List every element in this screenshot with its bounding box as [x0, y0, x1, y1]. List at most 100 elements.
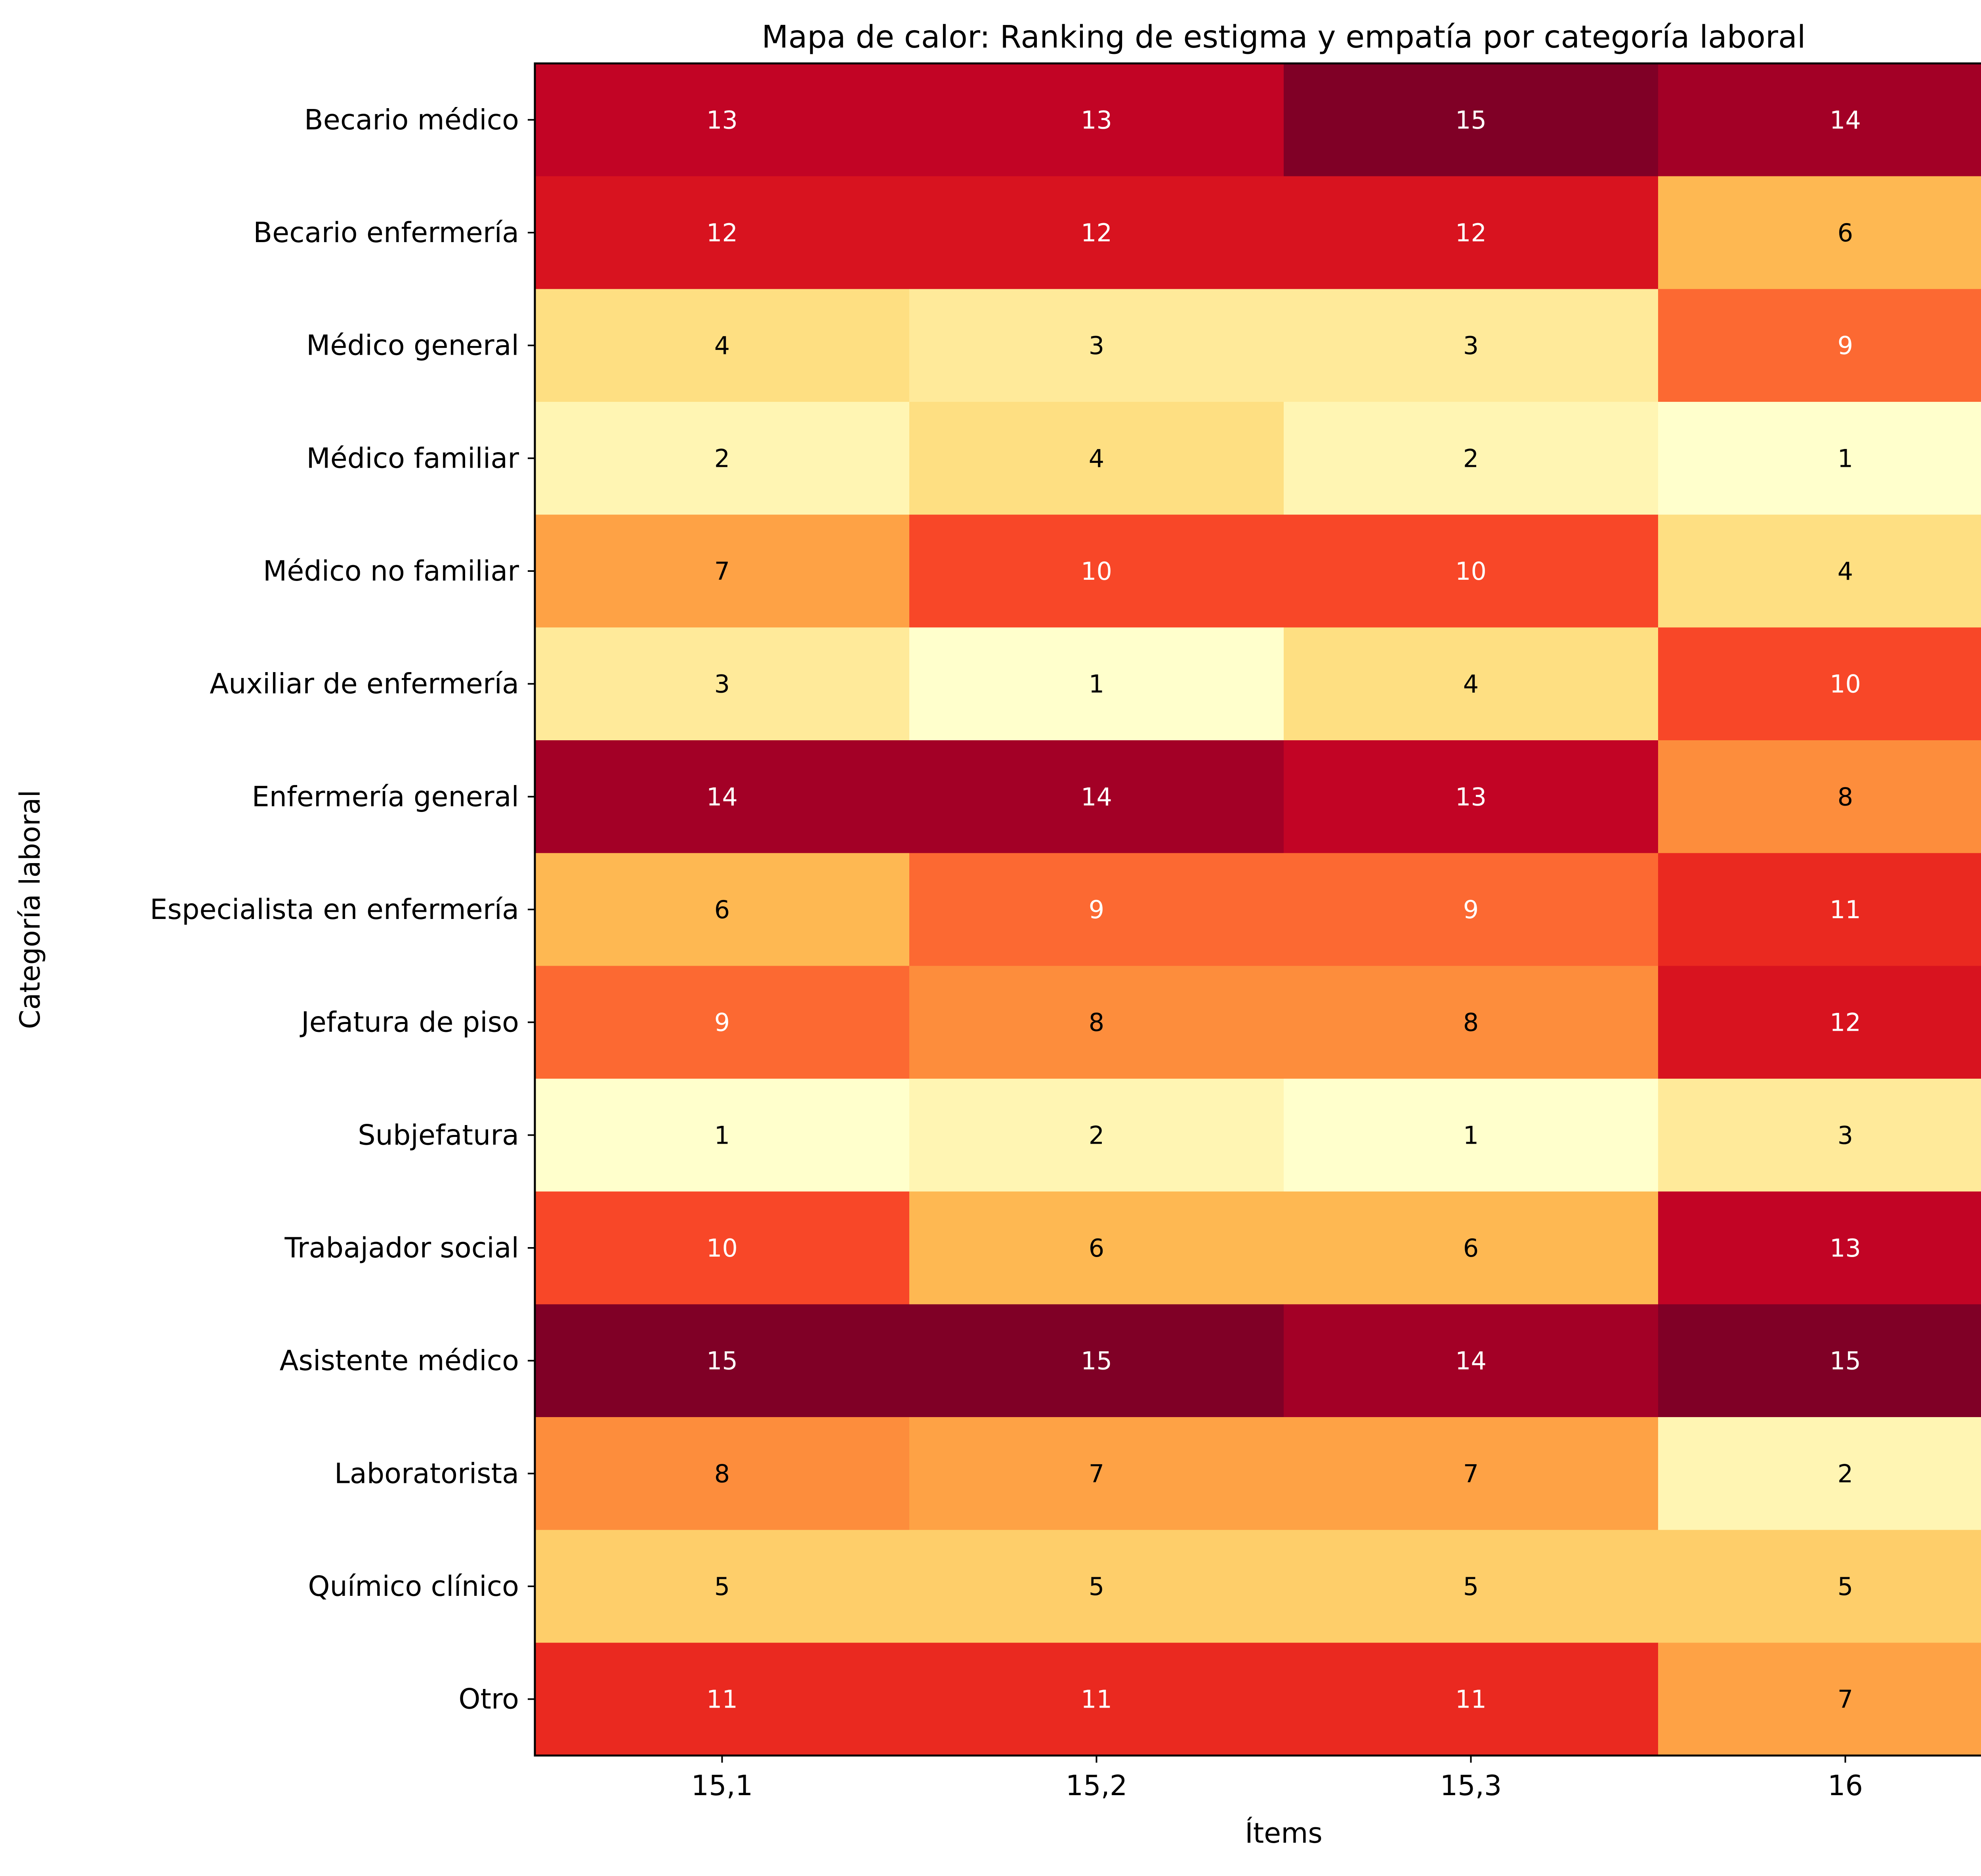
cell-value-label: 7: [714, 557, 730, 586]
heatmap-cell: [909, 1417, 1284, 1530]
cell-value-label: 15: [706, 1347, 738, 1375]
heatmap-cell: [909, 402, 1284, 515]
heatmap-cell: [1658, 63, 1981, 177]
cell-value-label: 8: [1463, 1008, 1479, 1037]
cell-value-label: 11: [1830, 895, 1861, 924]
y-tick-label: Asistente médico: [280, 1345, 519, 1377]
cell-value-label: 14: [1081, 782, 1112, 811]
heatmap-cell: [535, 1530, 910, 1643]
cell-value-label: 15: [1081, 1347, 1112, 1375]
cell-value-label: 11: [1455, 1685, 1487, 1714]
heatmap-cell: [909, 966, 1284, 1079]
heatmap-cell: [535, 627, 910, 741]
cell-value-label: 9: [1463, 895, 1479, 924]
cell-value-label: 5: [1838, 1572, 1853, 1601]
cell-value-label: 15: [1455, 105, 1487, 134]
heatmap-cell: [1284, 966, 1658, 1079]
y-tick-label: Becario enfermería: [253, 216, 519, 249]
cell-value-label: 11: [1081, 1685, 1112, 1714]
y-axis-ticks: Becario médico Becario enfermería Médico g…: [150, 103, 535, 1716]
cell-value-label: 14: [1830, 105, 1861, 134]
heatmap-cell: [535, 1304, 910, 1418]
cell-value-label: 10: [1455, 557, 1487, 586]
y-tick-label: Laboratorista: [334, 1457, 519, 1490]
heatmap-cell: [1658, 1304, 1981, 1418]
cell-value-label: 5: [1463, 1572, 1479, 1601]
cell-value-label: 7: [1838, 1685, 1853, 1714]
heatmap-cell: [1284, 289, 1658, 402]
cell-value-label: 13: [1830, 1234, 1861, 1263]
heatmap-cell: [1284, 1079, 1658, 1192]
heatmap-cell: [535, 966, 910, 1079]
cell-value-label: 10: [1081, 557, 1112, 586]
cell-value-label: 11: [706, 1685, 738, 1714]
y-tick-label: Enfermería general: [252, 780, 519, 813]
heatmap-cell: [909, 740, 1284, 854]
y-tick-label: Médico general: [306, 329, 519, 362]
cell-value-label: 7: [1463, 1459, 1479, 1488]
cell-value-label: 12: [1081, 218, 1112, 247]
cell-value-label: 10: [1830, 670, 1861, 699]
cell-value-label: 13: [1081, 105, 1112, 134]
cell-value-label: 10: [706, 1234, 738, 1263]
cell-value-label: 2: [714, 444, 730, 473]
heatmap-cell: [535, 740, 910, 854]
heatmap-cell: [1658, 176, 1981, 289]
cell-value-label: 8: [714, 1459, 730, 1488]
cell-value-label: 3: [1463, 331, 1479, 360]
x-tick-label: 15,2: [1066, 1769, 1128, 1802]
y-tick-label: Subjefatura: [358, 1119, 519, 1151]
x-tick-label: 15,3: [1440, 1769, 1502, 1802]
cell-value-label: 14: [706, 782, 738, 811]
heatmap-cell: [1658, 289, 1981, 402]
heatmap-cell: [909, 853, 1284, 966]
x-axis-label: Ítems: [1245, 1817, 1323, 1849]
heatmap-cells: [535, 63, 1981, 1756]
cell-value-label: 4: [714, 331, 730, 360]
heatmap-cell: [535, 1643, 910, 1756]
cell-value-label: 9: [714, 1008, 730, 1037]
y-tick-label: Químico clínico: [308, 1570, 519, 1603]
cell-value-label: 2: [1463, 444, 1479, 473]
cell-value-label: 6: [714, 895, 730, 924]
cell-value-label: 9: [1838, 331, 1853, 360]
cell-value-label: 1: [1089, 670, 1104, 699]
x-tick-label: 16: [1828, 1769, 1863, 1802]
cell-value-label: 12: [706, 218, 738, 247]
cell-value-label: 9: [1089, 895, 1104, 924]
cell-value-label: 4: [1463, 670, 1479, 699]
heatmap-cell: [909, 514, 1284, 628]
heatmap-cell: [1658, 853, 1981, 966]
heatmap-cell: [909, 63, 1284, 177]
y-tick-label: Otro: [458, 1683, 519, 1716]
heatmap-cell: [1658, 402, 1981, 515]
heatmap-cell: [909, 289, 1284, 402]
heatmap-cell: [1284, 1304, 1658, 1418]
y-tick-label: Especialista en enfermería: [150, 893, 519, 926]
cell-value-label: 6: [1463, 1234, 1479, 1263]
y-axis-label: Categoría laboral: [14, 790, 46, 1029]
cell-value-label: 3: [1838, 1121, 1853, 1150]
heatmap-cell: [1658, 1530, 1981, 1643]
heatmap-cell: [909, 1191, 1284, 1305]
heatmap-cell: [1284, 63, 1658, 177]
y-tick-label: Jefatura de piso: [300, 1006, 519, 1039]
heatmap-cell: [1284, 176, 1658, 289]
cell-value-label: 3: [1089, 331, 1104, 360]
y-tick-label: Médico familiar: [306, 442, 519, 474]
heatmap-cell: [909, 1304, 1284, 1418]
x-tick-label: 15,1: [691, 1769, 753, 1802]
cell-value-label: 14: [1455, 1347, 1487, 1375]
cell-value-label: 6: [1089, 1234, 1104, 1263]
heatmap-cell: [1658, 740, 1981, 854]
cell-value-label: 2: [1089, 1121, 1104, 1150]
cell-value-label: 5: [714, 1572, 730, 1601]
cell-value-label: 4: [1838, 557, 1853, 586]
heatmap-cell: [535, 853, 910, 966]
cell-value-label: 8: [1089, 1008, 1104, 1037]
chart-title: Mapa de calor: Ranking de estigma y empa…: [761, 19, 1805, 55]
cell-value-label: 1: [1463, 1121, 1479, 1150]
x-axis-ticks: 15,1 15,2 15,3 16: [691, 1756, 1863, 1802]
cell-value-label: 6: [1838, 218, 1853, 247]
